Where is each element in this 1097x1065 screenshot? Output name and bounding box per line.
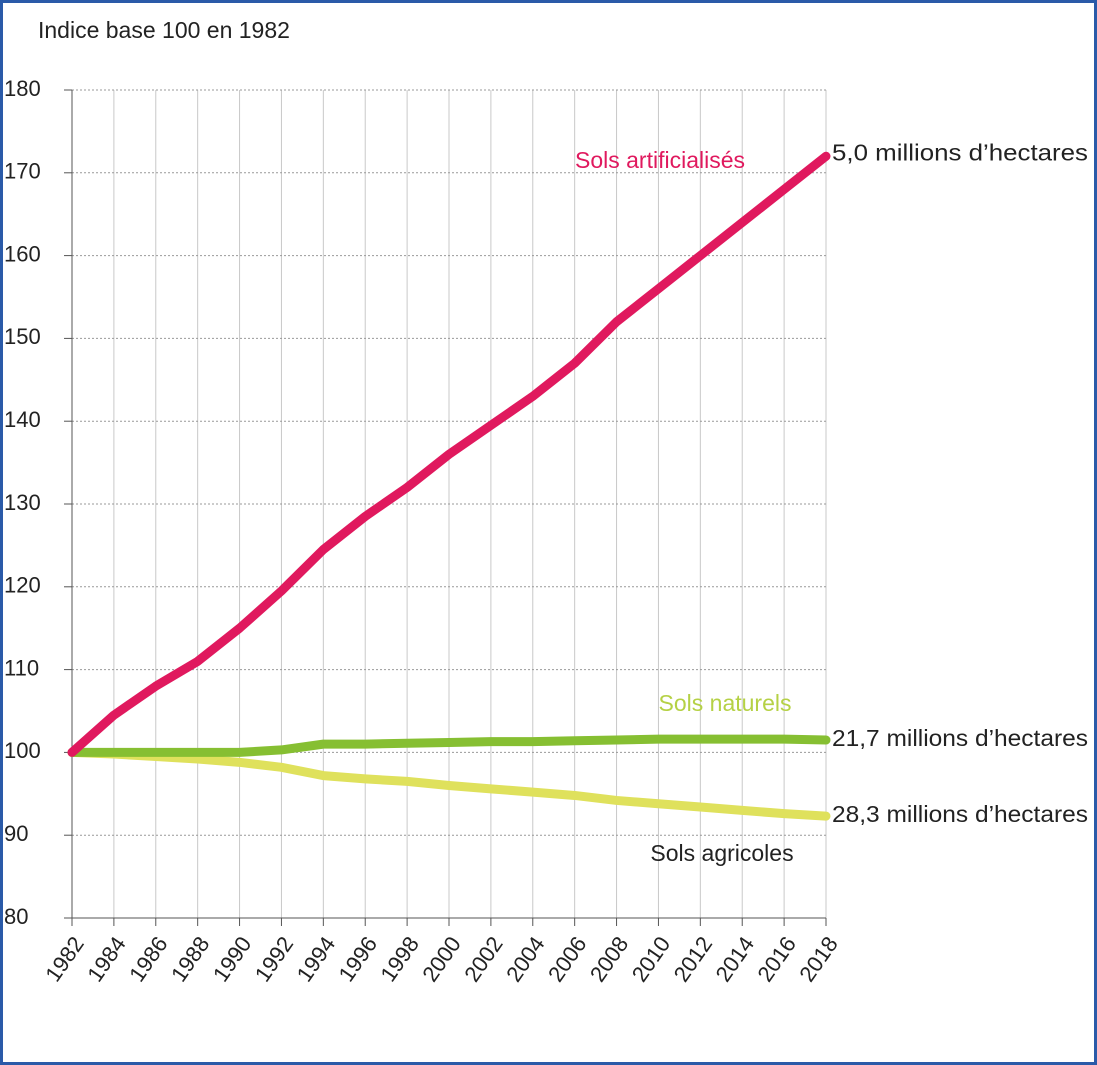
end-label: 5,0 millions d’hectares <box>832 139 1088 165</box>
y-tick-label: 110 <box>4 655 39 680</box>
line-series <box>67 747 831 821</box>
y-tick-label: 140 <box>4 407 41 432</box>
y-tick-label: 150 <box>4 324 41 349</box>
series-label: Sols artificialisés <box>575 147 745 173</box>
y-tick-label: 80 <box>4 904 28 929</box>
end-label: 21,7 millions d’hectares <box>832 725 1088 751</box>
y-tick-label: 130 <box>4 490 41 515</box>
series-label: Sols naturels <box>659 690 792 716</box>
chart-title: Indice base 100 en 1982 <box>38 17 290 43</box>
y-tick-label: 170 <box>4 159 41 184</box>
y-tick-label: 180 <box>4 76 41 101</box>
line-series <box>67 734 831 757</box>
y-tick-label: 100 <box>4 738 41 763</box>
y-tick-label: 90 <box>4 821 28 846</box>
series-label: Sols agricoles <box>650 840 793 866</box>
line-series <box>67 151 831 757</box>
end-label: 28,3 millions d’hectares <box>832 801 1088 827</box>
y-tick-label: 120 <box>4 573 41 598</box>
y-tick-label: 160 <box>4 241 41 266</box>
